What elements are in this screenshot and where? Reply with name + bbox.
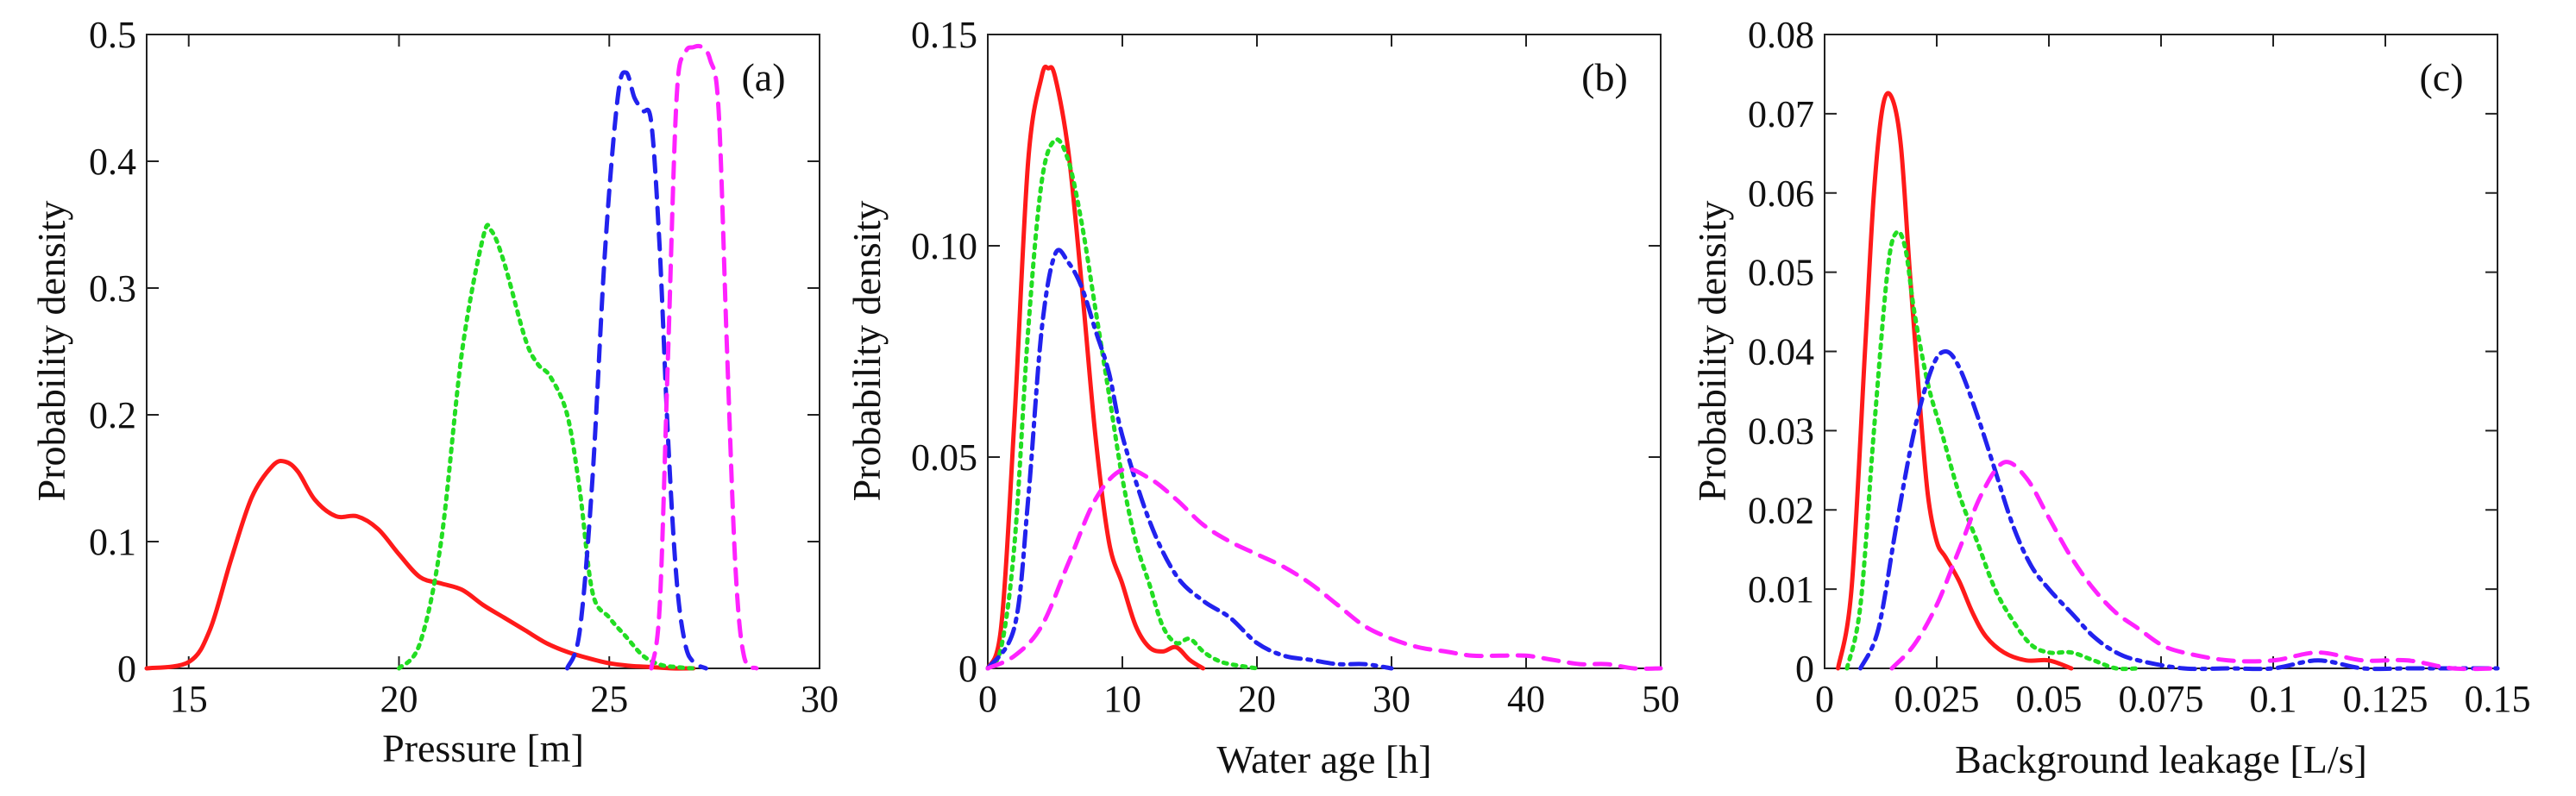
panel-c-xtick-label-0: 0 (1815, 678, 1834, 720)
panel-c-ytick-label-8: 0.08 (1748, 14, 1814, 56)
panel-b-curves (985, 64, 1663, 671)
panel-a: 15 20 25 30 0 0.1 0.2 0.3 0.4 0.5 (a) Pressure [m… (29, 14, 839, 770)
panel-a-xtick-label-1: 20 (380, 678, 418, 720)
panel-c-frame (1824, 34, 2498, 669)
panel-b-xtick-label-4: 40 (1507, 678, 1545, 720)
panel-c-ytick-label-4: 0.04 (1748, 331, 1814, 373)
panel-a-xtick-label-3: 30 (801, 678, 839, 720)
panel-b-xtick-label-5: 50 (1642, 678, 1680, 720)
panel-b: 0 10 20 30 40 50 0 0.05 0.10 0.15 (b) Water age [… (845, 14, 1680, 781)
panel-b-xtick-label-0: 0 (978, 678, 997, 720)
panel-b-series-solid-red (985, 64, 1206, 671)
panel-c-ticks: 0 0.025 0.05 0.075 0.1 0.125 0.15 0 0.01 0.02 0.03… (1748, 14, 2531, 720)
panel-b-ticks: 0 10 20 30 40 50 0 0.05 0.10 0.15 (911, 14, 1680, 720)
panel-b-ylabel: Probability density (845, 201, 889, 502)
panel-b-xtick-label-2: 20 (1238, 678, 1276, 720)
panel-b-frame (987, 34, 1662, 669)
panel-b-series-dashed-magenta (985, 467, 1663, 671)
panel-a-ylabel: Probability density (29, 201, 73, 502)
panel-a-ytick-label-3: 0.3 (89, 267, 136, 310)
panel-c-ytick-label-1: 0.01 (1748, 568, 1814, 611)
panel-c-ytick-label-5: 0.05 (1748, 252, 1814, 294)
panel-a-frame (146, 34, 820, 669)
panel-b-series-dash-dot-blue (985, 248, 1394, 671)
panel-c-series-dotted-green (1844, 229, 2141, 672)
panel-a-series-dashed-blue (565, 70, 708, 671)
panel-a-label: (a) (741, 55, 785, 99)
panel-c-xtick-label-6: 0.15 (2465, 678, 2531, 720)
panel-b-ytick-label-2: 0.10 (911, 225, 977, 267)
panel-c-series-dash-dot-blue (1858, 349, 2500, 672)
panel-b-xtick-label-1: 10 (1103, 678, 1141, 720)
panel-c-series-solid-red (1836, 91, 2074, 671)
panel-a-ytick-label-0: 0 (117, 648, 136, 690)
panel-b-xlabel: Water age [h] (1216, 737, 1431, 781)
panel-c-ytick-label-2: 0.02 (1748, 489, 1814, 531)
panel-a-series-dashed-magenta (649, 43, 759, 671)
panel-a-xtick-label-0: 15 (170, 678, 208, 720)
panel-c-xtick-label-2: 0.05 (2016, 678, 2083, 720)
panel-c-curves (1836, 91, 2500, 672)
panel-a-xtick-label-2: 25 (590, 678, 628, 720)
panel-c-ytick-label-7: 0.07 (1748, 93, 1814, 135)
panel-c-ytick-label-3: 0.03 (1748, 410, 1814, 452)
panel-b-ytick-label-1: 0.05 (911, 436, 977, 479)
panel-a-ytick-label-4: 0.4 (89, 141, 136, 183)
panel-c-xtick-label-1: 0.025 (1894, 678, 1980, 720)
panel-c-ytick-label-6: 0.06 (1748, 172, 1814, 215)
panel-c: 0 0.025 0.05 0.075 0.1 0.125 0.15 0 0.01 0.02 0.03… (1690, 14, 2531, 781)
panel-c-series-dashed-magenta (1889, 460, 2500, 672)
panel-c-xlabel: Background leakage [L/s] (1955, 737, 2367, 781)
panel-b-label: (b) (1581, 55, 1628, 99)
panel-c-xtick-label-4: 0.1 (2250, 678, 2297, 720)
panel-a-series-dotted-green (397, 223, 696, 671)
panel-a-xlabel: Pressure [m] (382, 726, 584, 770)
panel-b-ytick-label-3: 0.15 (911, 14, 977, 56)
panel-b-ytick-label-0: 0 (958, 648, 977, 690)
panel-c-ytick-label-0: 0 (1795, 648, 1814, 690)
panel-b-xtick-label-3: 30 (1373, 678, 1411, 720)
panel-a-ytick-label-5: 0.5 (89, 14, 136, 56)
panel-a-ytick-label-1: 0.1 (89, 521, 136, 563)
panel-a-ytick-label-2: 0.2 (89, 394, 136, 436)
panel-a-ticks: 15 20 25 30 0 0.1 0.2 0.3 0.4 0.5 (89, 14, 839, 720)
panel-a-curves (144, 43, 759, 671)
panel-a-series-solid-red (144, 458, 696, 671)
panel-c-xtick-label-5: 0.125 (2343, 678, 2428, 720)
panel-c-ylabel: Probability density (1690, 201, 1734, 502)
panel-c-xtick-label-3: 0.075 (2119, 678, 2204, 720)
panel-b-series-dotted-green (985, 137, 1260, 671)
panel-c-label: (c) (2419, 55, 2463, 99)
